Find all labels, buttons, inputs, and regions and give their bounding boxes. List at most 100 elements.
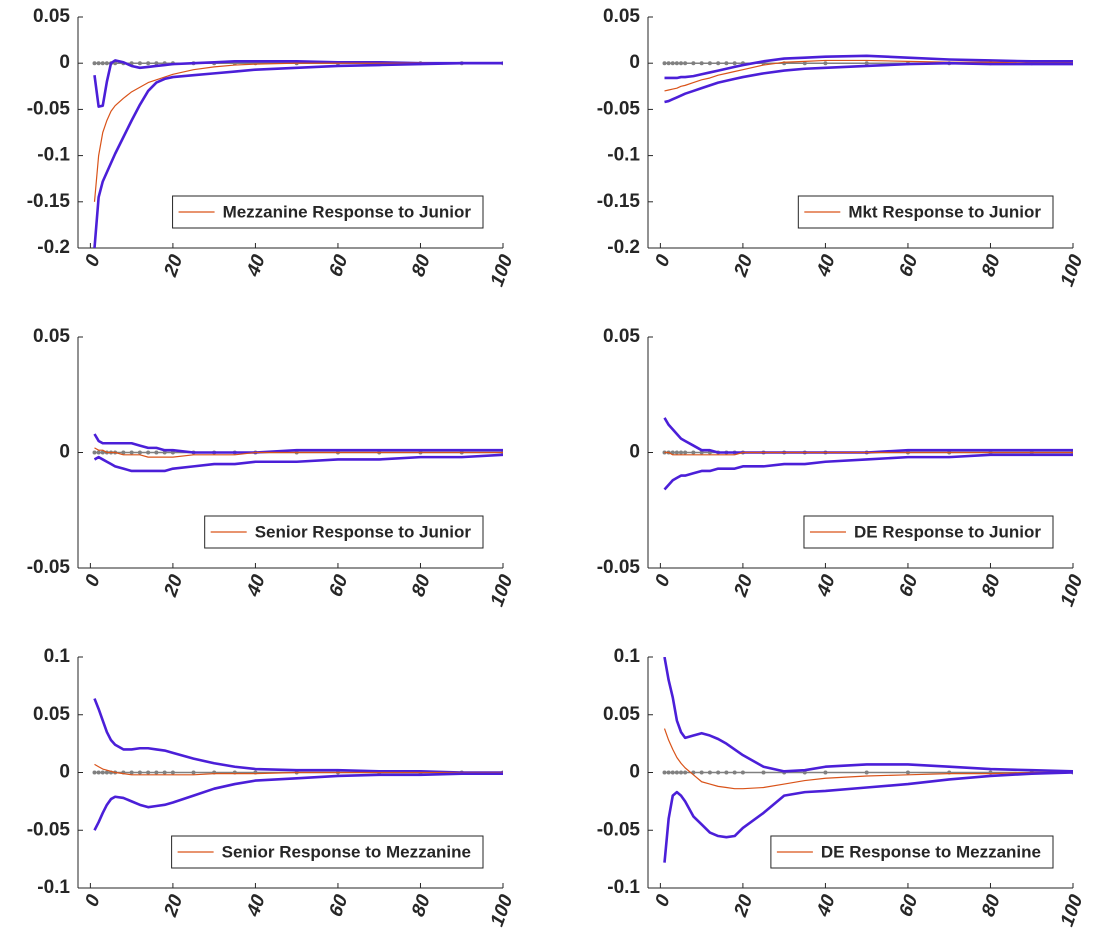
response-line [664,451,1073,456]
y-tick-label: -0.05 [597,98,641,119]
x-tick-label: 80 [409,570,434,601]
zero-marker [96,61,101,66]
zero-marker [683,450,688,455]
zero-marker [96,450,101,455]
x-tick-label: 100 [488,890,517,931]
legend-box [171,835,484,869]
zero-marker [699,61,704,66]
x-tick-label: 40 [244,250,269,281]
zero-marker [683,61,688,66]
legend-label: Senior Response to Junior [255,522,472,541]
legend-label: Senior Response to Mezzanine [222,842,471,861]
y-tick-label: 0 [629,52,640,73]
x-tick-label: 100 [1058,250,1087,291]
zero-marker [137,61,142,66]
legend: Mezzanine Response to Junior [172,195,484,229]
zero-marker [92,450,97,455]
legend-label: Mkt Response to Junior [848,202,1041,221]
band-line [663,453,1073,491]
zero-marker [716,770,721,775]
zero-marker [154,450,159,455]
y-tick-label: -0.15 [597,191,641,212]
subplot: -0.2 -0.15 -0.1 -0.05 0 0.05 0 20 40 60 80 100 Mezza… [27,6,517,291]
zero-marker [170,770,175,775]
zero-marker [162,770,167,775]
y-tick-label: 0.05 [33,326,70,347]
y-tick-label: -0.1 [607,877,640,898]
band-line [93,59,503,108]
y-tick-label: -0.1 [607,145,640,166]
subplot: -0.1 -0.05 0 0.05 0.1 0 20 40 60 80 100 Senior Resp… [27,646,517,931]
zero-marker [864,61,869,66]
legend: Senior Response to Mezzanine [171,835,484,869]
zero-marker [96,770,101,775]
zero-marker [92,770,97,775]
band-line [93,772,503,831]
zero-marker [100,61,105,66]
plot-area [92,59,503,248]
zero-marker [137,450,142,455]
x-tick-label: 40 [244,890,269,921]
zero-marker [823,61,828,66]
zero-marker [707,61,712,66]
plot-area [662,657,1073,863]
zero-marker [146,61,151,66]
x-tick-label: 80 [979,890,1004,921]
band-line [93,433,503,454]
band-line [663,771,1073,863]
zero-marker [666,770,671,775]
legend-box [204,515,484,549]
y-tick-label: -0.15 [27,191,71,212]
plot-area [662,417,1073,491]
x-tick-label: 20 [161,250,186,281]
band-line [93,61,503,248]
x-tick-label: 100 [1058,890,1087,931]
zero-marker [905,770,910,775]
zero-marker [146,770,151,775]
zero-marker [191,770,196,775]
zero-marker [662,61,667,66]
x-tick-label: 80 [409,890,434,921]
zero-marker [129,450,134,455]
zero-marker [724,61,729,66]
zero-marker [823,770,828,775]
zero-marker [92,61,97,66]
zero-marker [162,450,167,455]
zero-marker [683,770,688,775]
zero-marker [724,770,729,775]
zero-marker [761,770,766,775]
x-tick-label: 60 [896,890,921,921]
y-tick-label: -0.05 [27,98,71,119]
zero-marker [679,450,684,455]
x-tick-label: 100 [488,250,517,291]
plot-area [662,54,1073,104]
zero-marker [154,770,159,775]
subplot: -0.05 0 0.05 0 20 40 60 80 100 Senior Response to… [27,326,517,611]
zero-marker [674,61,679,66]
x-tick-label: 100 [488,570,517,611]
y-tick-label: 0.05 [33,704,70,725]
y-tick-label: -0.2 [607,237,640,258]
zero-marker [802,61,807,66]
x-tick-label: 0 [652,890,674,911]
legend-label: DE Response to Junior [854,522,1041,541]
x-tick-label: 100 [1058,570,1087,611]
x-tick-label: 20 [731,250,756,281]
x-tick-label: 60 [896,250,921,281]
legend: DE Response to Mezzanine [770,835,1054,869]
legend-box [803,515,1054,549]
x-tick-label: 20 [731,890,756,921]
band-line [663,657,1073,773]
y-tick-label: -0.05 [597,557,641,578]
band-line [93,698,503,774]
zero-marker [104,770,109,775]
zero-marker [699,450,704,455]
zero-marker [100,770,105,775]
zero-marker [137,770,142,775]
legend-box [797,195,1054,229]
x-tick-label: 40 [814,570,839,601]
response-line [664,59,1073,92]
zero-marker [864,770,869,775]
y-tick-label: -0.05 [27,557,71,578]
